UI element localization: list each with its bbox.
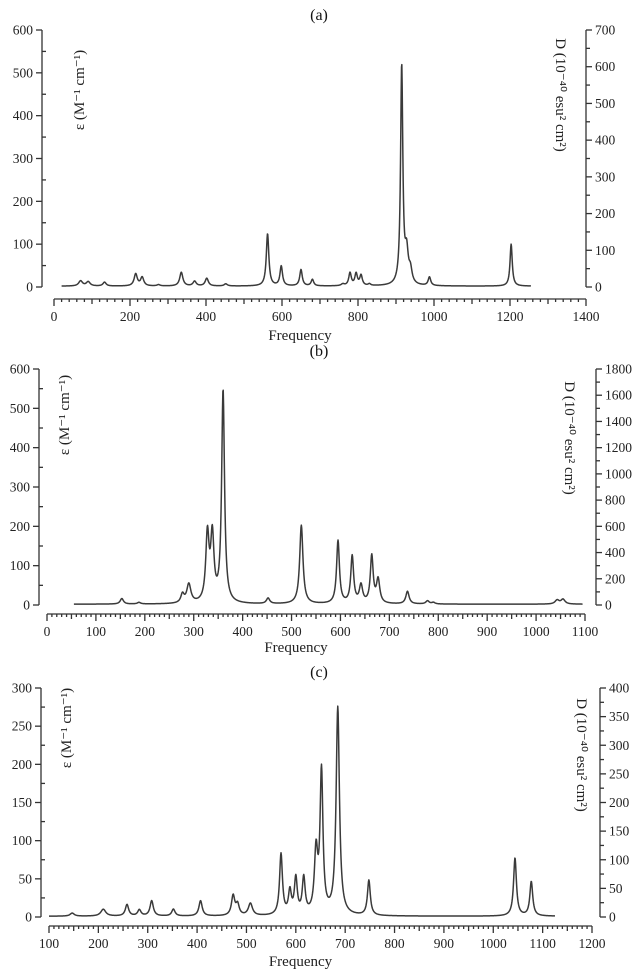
x-axis-title: Frequency	[268, 328, 332, 344]
left-y-tick-label: 500	[10, 401, 31, 416]
x-tick-label: 1000	[523, 624, 550, 639]
left-y-tick-label: 400	[13, 108, 34, 123]
right-y-tick-label: 400	[609, 681, 630, 696]
x-tick-label: 1000	[421, 309, 448, 324]
x-tick-label: 700	[379, 624, 400, 639]
right-y-tick-label: 300	[595, 169, 616, 184]
right-y-tick-label: 100	[595, 243, 616, 258]
left-y-tick-label: 150	[12, 795, 33, 810]
x-tick-label: 300	[138, 936, 159, 951]
x-tick-label: 800	[384, 936, 405, 951]
left-y-tick-label: 200	[12, 757, 33, 772]
right-y-tick-label: 0	[605, 598, 612, 613]
right-y-tick-label: 800	[605, 493, 626, 508]
x-tick-label: 1000	[480, 936, 507, 951]
right-y-axis-title: D (10⁻⁴⁰ esu² cm²)	[573, 698, 589, 812]
x-tick-label: 1100	[529, 936, 556, 951]
right-y-tick-label: 400	[605, 545, 626, 560]
x-tick-label: 500	[236, 936, 257, 951]
left-y-tick-label: 300	[13, 151, 34, 166]
spectrum-line	[61, 63, 532, 287]
x-tick-label: 1400	[573, 309, 600, 324]
x-tick-label: 200	[88, 936, 109, 951]
spectrum-line	[73, 389, 583, 605]
right-y-tick-label: 100	[609, 852, 630, 867]
right-y-tick-label: 0	[595, 280, 602, 295]
x-tick-label: 400	[187, 936, 208, 951]
x-axis-title: Frequency	[269, 954, 333, 970]
right-y-tick-label: 200	[609, 795, 630, 810]
left-y-tick-label: 250	[12, 719, 33, 734]
x-tick-label: 900	[434, 936, 455, 951]
x-tick-label: 0	[51, 309, 58, 324]
right-y-tick-label: 200	[595, 206, 616, 221]
left-y-tick-label: 200	[10, 519, 31, 534]
left-y-tick-label: 300	[10, 480, 31, 495]
x-axis-title: Frequency	[264, 640, 328, 656]
panel-title: (a)	[310, 7, 328, 24]
left-y-tick-label: 500	[13, 65, 34, 80]
right-y-tick-label: 150	[609, 824, 630, 839]
left-y-tick-label: 200	[13, 194, 34, 209]
x-tick-label: 200	[135, 624, 156, 639]
left-y-tick-label: 100	[10, 558, 31, 573]
right-y-tick-label: 0	[609, 910, 616, 925]
right-y-tick-label: 1200	[605, 440, 632, 455]
x-tick-label: 700	[335, 936, 356, 951]
x-tick-label: 100	[39, 936, 60, 951]
x-tick-label: 500	[281, 624, 302, 639]
x-tick-label: 800	[348, 309, 369, 324]
x-tick-label: 600	[272, 309, 293, 324]
left-y-axis-title: ε (M⁻¹ cm⁻¹)	[72, 50, 88, 130]
x-tick-label: 1100	[572, 624, 599, 639]
x-tick-label: 600	[330, 624, 351, 639]
left-y-tick-label: 100	[13, 237, 34, 252]
right-y-tick-label: 300	[609, 738, 630, 753]
x-tick-label: 1200	[497, 309, 524, 324]
right-y-tick-label: 1600	[605, 388, 632, 403]
left-y-tick-label: 0	[23, 598, 30, 613]
left-y-tick-label: 0	[26, 280, 33, 295]
right-y-tick-label: 250	[609, 766, 630, 781]
x-tick-label: 1200	[579, 936, 606, 951]
x-tick-label: 600	[286, 936, 307, 951]
left-y-tick-label: 600	[13, 23, 34, 38]
x-tick-label: 800	[428, 624, 449, 639]
right-y-tick-label: 350	[609, 709, 630, 724]
right-y-tick-label: 700	[595, 23, 616, 38]
right-y-axis-title: D (10⁻⁴⁰ esu² cm²)	[552, 38, 568, 152]
spectrum-line	[48, 705, 556, 917]
left-y-tick-label: 100	[12, 833, 33, 848]
x-tick-label: 400	[233, 624, 254, 639]
right-y-tick-label: 1000	[605, 466, 632, 481]
left-y-tick-label: 50	[19, 871, 33, 886]
right-y-tick-label: 200	[605, 571, 626, 586]
left-y-axis-title: ε (M⁻¹ cm⁻¹)	[59, 688, 75, 768]
left-y-tick-label: 600	[10, 362, 31, 377]
right-y-tick-label: 600	[605, 519, 626, 534]
right-y-axis-title: D (10⁻⁴⁰ esu² cm²)	[561, 381, 577, 495]
x-tick-label: 100	[86, 624, 107, 639]
x-tick-label: 900	[477, 624, 498, 639]
panel-title: (b)	[310, 343, 329, 360]
x-tick-label: 400	[196, 309, 217, 324]
left-y-tick-label: 300	[12, 681, 33, 696]
right-y-tick-label: 400	[595, 133, 616, 148]
right-y-tick-label: 50	[609, 881, 623, 896]
x-tick-label: 0	[44, 624, 51, 639]
x-tick-label: 300	[184, 624, 205, 639]
right-y-tick-label: 600	[595, 59, 616, 74]
left-y-tick-label: 0	[25, 910, 32, 925]
right-y-tick-label: 1800	[605, 362, 632, 377]
left-y-axis-title: ε (M⁻¹ cm⁻¹)	[57, 375, 73, 455]
chart-panel-c: (c) 0 50 100 150 200 250 300 0 50 100 150 200 250 300 3…	[12, 664, 630, 970]
chart-panel-b: (b)0100200300400500600020040060080010001…	[10, 343, 633, 656]
x-tick-label: 200	[120, 309, 141, 324]
panel-title: (c)	[310, 664, 328, 681]
left-y-tick-label: 400	[10, 440, 31, 455]
right-y-tick-label: 500	[595, 96, 616, 111]
right-y-tick-label: 1400	[605, 414, 632, 429]
chart-panel-a: (a) 0 100 200 300 400 500 600 0 100 200 300 400 500 60…	[13, 7, 616, 344]
